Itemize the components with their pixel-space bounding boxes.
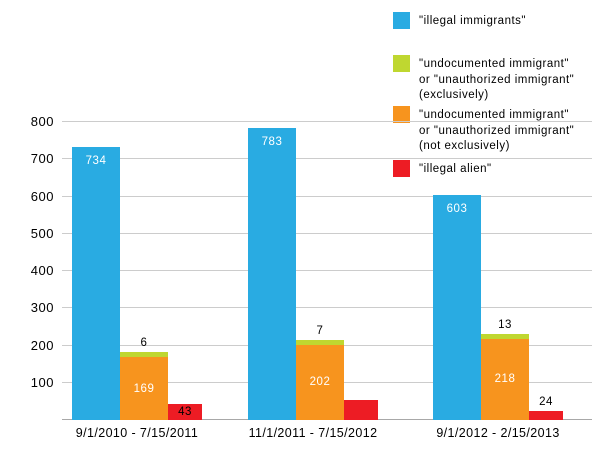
gridline xyxy=(62,121,592,122)
value-label-undocumented-not-exclusively: 218 xyxy=(494,373,516,386)
y-tick-label: 700 xyxy=(30,151,54,167)
y-tick-label: 300 xyxy=(30,300,54,316)
bar-undocumented-not-exclusively xyxy=(481,338,529,420)
bar-undocumented-exclusively xyxy=(296,339,344,345)
legend-item: "illegal immigrants" xyxy=(393,12,526,30)
y-tick-label: 600 xyxy=(30,188,54,204)
legend-swatch xyxy=(393,106,410,123)
y-tick-label: 200 xyxy=(30,337,54,353)
value-label-illegal-alien: 43 xyxy=(178,406,192,418)
gridline xyxy=(62,307,592,309)
value-label-undocumented-not-exclusively: 169 xyxy=(133,382,155,395)
legend-swatch xyxy=(393,12,410,29)
category-label: 9/1/2010 - 7/15/2011 xyxy=(75,426,199,440)
legend-item-label: "illegal alien" xyxy=(419,163,492,175)
legend-swatch xyxy=(393,55,410,72)
legend-item-label: "illegal immigrants" xyxy=(419,15,526,27)
legend-item: "undocumented immigrant" or "unauthorize… xyxy=(393,55,574,104)
legend-item: "illegal alien" xyxy=(393,160,492,178)
gridline xyxy=(62,270,592,271)
bar-illegal-alien xyxy=(529,411,563,420)
y-tick-label: 100 xyxy=(30,374,54,390)
value-label-undocumented-not-exclusively: 202 xyxy=(309,376,331,389)
legend-item: "undocumented immigrant" or "unauthorize… xyxy=(393,106,574,155)
bar-illegal-alien xyxy=(344,399,378,420)
value-label-illegal-immigrants: 603 xyxy=(446,203,468,216)
value-label-illegal-alien: 24 xyxy=(539,396,553,409)
value-label-undocumented-exclusively: 6 xyxy=(140,337,148,350)
gridline xyxy=(62,195,592,197)
bar-illegal-immigrants xyxy=(248,128,296,420)
gridline xyxy=(62,158,592,160)
legend-item-label: "undocumented immigrant" or "unauthorize… xyxy=(419,109,575,153)
value-label-illegal-immigrants: 783 xyxy=(261,136,283,149)
y-tick-label: 400 xyxy=(30,263,54,278)
bar-illegal-immigrants xyxy=(72,146,120,420)
bar-undocumented-exclusively xyxy=(481,333,529,339)
value-label-illegal-immigrants: 734 xyxy=(85,154,107,167)
gridline xyxy=(62,232,592,234)
value-label-undocumented-exclusively: 13 xyxy=(498,318,512,331)
category-label: 9/1/2012 - 2/15/2013 xyxy=(436,426,560,440)
bar-undocumented-not-exclusively xyxy=(296,344,344,420)
bar-illegal-immigrants xyxy=(433,195,481,420)
bar-illegal-alien xyxy=(168,403,202,420)
bar-undocumented-exclusively xyxy=(120,352,168,358)
legend-swatch xyxy=(393,160,410,177)
plot-area: 734 169 6 43 783 202 7 603 218 13 24 xyxy=(62,121,592,420)
bar-undocumented-not-exclusively xyxy=(120,357,168,420)
y-tick-label: 500 xyxy=(30,225,54,241)
y-tick-label: 800 xyxy=(30,114,54,129)
value-label-undocumented-exclusively: 7 xyxy=(316,324,324,337)
legend-item-label: "undocumented immigrant" or "unauthorize… xyxy=(419,58,575,102)
category-label: 11/1/2011 - 7/15/2012 xyxy=(248,426,378,440)
